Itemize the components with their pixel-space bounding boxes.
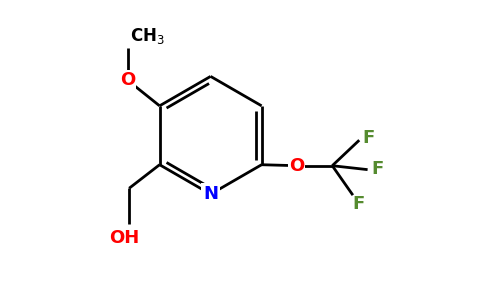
Text: N: N (203, 185, 218, 203)
Text: F: F (371, 160, 383, 178)
Text: F: F (353, 195, 365, 213)
Text: O: O (120, 71, 136, 89)
Text: F: F (362, 129, 374, 147)
Text: OH: OH (109, 229, 139, 247)
Text: O: O (289, 157, 304, 175)
Text: CH$_3$: CH$_3$ (130, 26, 165, 46)
